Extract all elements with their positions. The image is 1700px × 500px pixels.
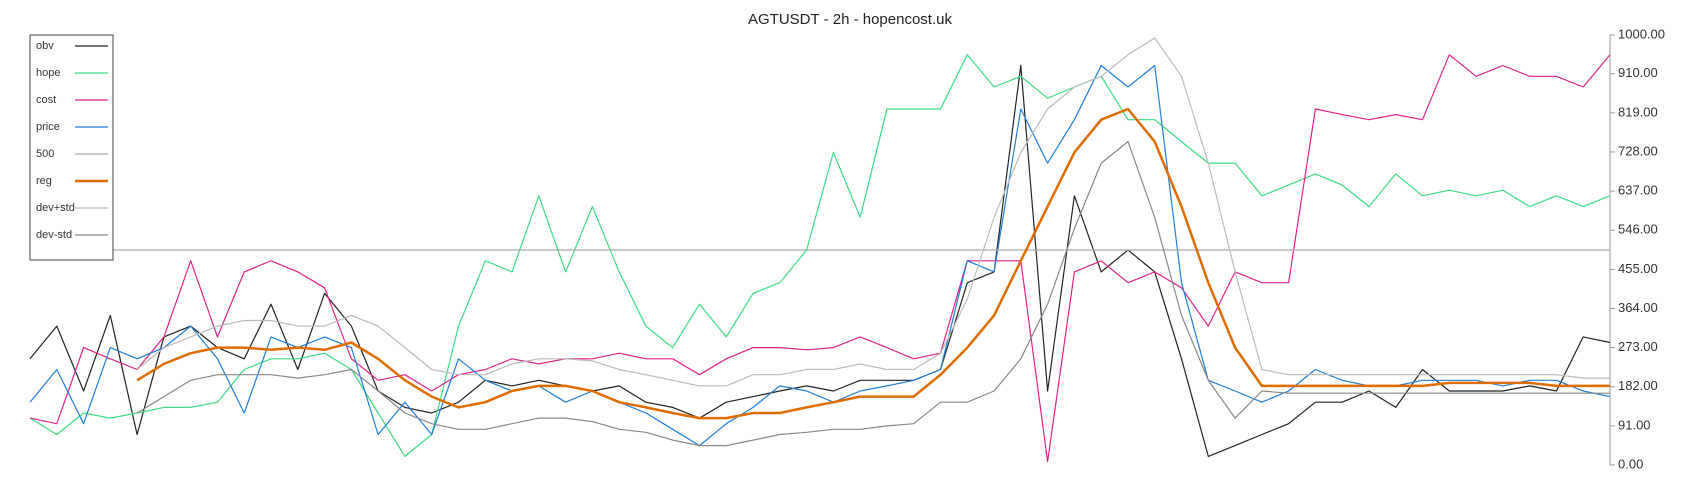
y-tick-label: 819.00 bbox=[1618, 104, 1658, 119]
y-tick-label: 182.00 bbox=[1618, 378, 1658, 393]
legend-label: obv bbox=[36, 40, 54, 52]
y-tick-label: 728.00 bbox=[1618, 143, 1658, 158]
y-tick-label: 546.00 bbox=[1618, 222, 1658, 237]
series-line bbox=[136, 37, 1610, 387]
series-line bbox=[136, 141, 1610, 447]
series-line bbox=[29, 54, 1611, 457]
legend-label: 500 bbox=[36, 148, 54, 160]
y-tick-label: 1000.00 bbox=[1618, 26, 1665, 41]
legend-label: reg bbox=[36, 175, 52, 187]
series-line bbox=[136, 107, 1610, 420]
legend-label: hope bbox=[36, 67, 60, 79]
y-tick-label: 364.00 bbox=[1618, 300, 1658, 315]
y-tick-label: 91.00 bbox=[1618, 417, 1651, 432]
y-tick-label: 910.00 bbox=[1618, 65, 1658, 80]
legend: obv hope cost price 500 reg dev+std dev-std bbox=[36, 40, 108, 241]
plot-area bbox=[29, 37, 1611, 463]
y-tick-label: 455.00 bbox=[1618, 261, 1658, 276]
legend-label: cost bbox=[36, 94, 56, 106]
series-line bbox=[29, 64, 1611, 457]
y-tick-label: 637.00 bbox=[1618, 183, 1658, 198]
y-tick-label: 273.00 bbox=[1618, 339, 1658, 354]
y-tick-label: 0.00 bbox=[1618, 456, 1643, 471]
legend-label: price bbox=[36, 121, 60, 133]
chart-title: AGTUSDT - 2h - hopencost.uk bbox=[748, 11, 952, 28]
legend-label: dev+std bbox=[36, 202, 75, 214]
legend-label: dev-std bbox=[36, 229, 72, 241]
series-line bbox=[29, 54, 1611, 463]
series-line bbox=[29, 64, 1611, 447]
